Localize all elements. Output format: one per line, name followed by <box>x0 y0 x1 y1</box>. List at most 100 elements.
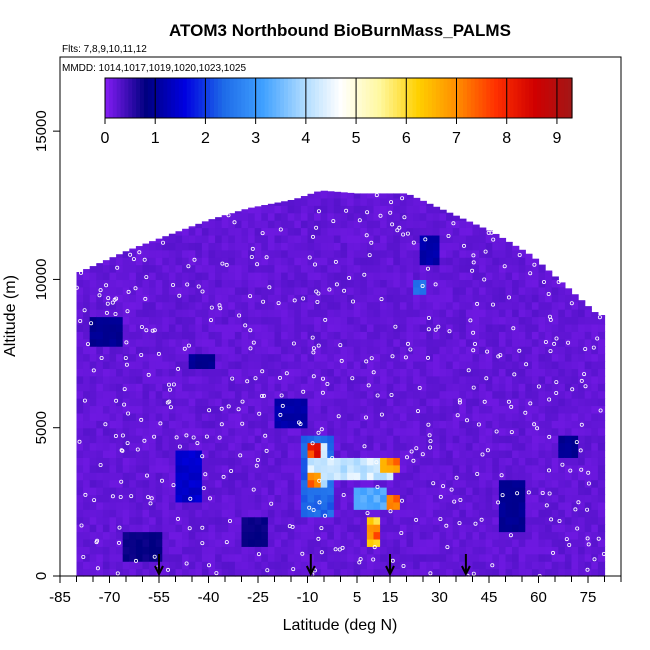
heatmap-cell <box>122 323 130 332</box>
heatmap-cell <box>188 360 196 369</box>
colorbar-segment <box>513 78 519 118</box>
x-tick-label: 5 <box>353 589 361 606</box>
heatmap-cell <box>584 568 592 577</box>
track-point <box>428 571 433 576</box>
heatmap-cell <box>287 383 295 392</box>
heatmap-cell <box>551 405 559 414</box>
heatmap-cell <box>201 449 210 458</box>
heatmap-cell <box>267 257 276 266</box>
heatmap-cell <box>413 368 421 377</box>
heatmap-cell <box>208 494 216 503</box>
heatmap-cell <box>327 472 335 481</box>
heatmap-cell <box>584 561 592 570</box>
flight-arrow-head <box>385 565 395 577</box>
heatmap-cell <box>188 353 196 362</box>
heatmap-cell <box>340 368 348 377</box>
heatmap-cell <box>261 331 269 340</box>
heatmap-cell <box>492 234 500 243</box>
heatmap-cell <box>492 412 500 421</box>
heatmap-cell <box>96 375 104 384</box>
heatmap-cell <box>531 331 540 340</box>
heatmap-cell <box>254 227 262 236</box>
heatmap-cell <box>76 390 84 399</box>
heatmap-cell <box>531 383 540 392</box>
heatmap-cell <box>116 464 124 473</box>
heatmap-cell <box>281 501 289 510</box>
heatmap-cell <box>261 472 269 481</box>
heatmap-cell <box>195 568 203 577</box>
heatmap-cell <box>195 353 203 362</box>
heatmap-cell <box>234 242 243 251</box>
heatmap-cell <box>386 501 394 510</box>
heatmap-cell <box>287 568 295 577</box>
track-point <box>191 435 196 440</box>
heatmap-cell <box>584 509 592 518</box>
heatmap-cell <box>241 405 249 414</box>
heatmap-cell <box>155 272 163 281</box>
colorbar-segment <box>182 78 188 118</box>
heatmap-cell <box>281 346 289 355</box>
heatmap-cell <box>446 316 454 325</box>
heatmap-cell <box>584 531 592 540</box>
track-point <box>457 400 462 405</box>
heatmap-cell <box>399 353 408 362</box>
heatmap-cell <box>399 205 408 214</box>
heatmap-cell <box>452 501 460 510</box>
heatmap-cell <box>571 546 579 555</box>
heatmap-cell <box>531 472 540 481</box>
heatmap-cell <box>89 301 97 310</box>
track-point <box>159 478 164 483</box>
track-point <box>482 277 487 282</box>
heatmap-cell <box>102 442 111 451</box>
heatmap-cell <box>564 338 573 347</box>
heatmap-cell <box>584 412 592 421</box>
heatmap-cell <box>538 538 546 547</box>
colorbar-segment <box>132 78 137 118</box>
heatmap-cell <box>175 272 183 281</box>
heatmap-cell <box>122 412 130 421</box>
heatmap-cell <box>300 383 309 392</box>
heatmap-cell <box>254 338 262 347</box>
heatmap-cell <box>512 294 520 303</box>
track-point <box>115 265 120 270</box>
heatmap-cell <box>234 360 243 369</box>
heatmap-cell <box>195 301 203 310</box>
heatmap-cell <box>505 442 513 451</box>
heatmap-cell <box>479 435 487 444</box>
heatmap-cell <box>96 383 104 392</box>
heatmap-cell <box>432 479 441 488</box>
heatmap-cell <box>208 464 216 473</box>
heatmap-cell <box>274 220 282 229</box>
heatmap-cell <box>215 272 223 281</box>
heatmap-cell <box>307 272 315 281</box>
heatmap-cell <box>360 301 368 310</box>
heatmap-cell <box>564 353 573 362</box>
heatmap-cell <box>168 553 177 562</box>
heatmap-cell <box>314 568 322 577</box>
heatmap-cell <box>591 435 599 444</box>
heatmap-cell <box>149 487 157 496</box>
track-point <box>509 404 514 409</box>
track-point <box>106 296 111 301</box>
heatmap-cell <box>380 420 388 429</box>
heatmap-cell <box>254 516 262 525</box>
heatmap-cell <box>545 375 553 384</box>
heatmap-cell <box>426 412 434 421</box>
heatmap-cell <box>446 323 454 332</box>
track-point <box>540 490 545 495</box>
heatmap-cell <box>353 353 361 362</box>
heatmap-cell <box>142 531 150 540</box>
heatmap-cell <box>188 479 196 488</box>
heatmap-cell <box>472 464 480 473</box>
heatmap-cell <box>155 360 163 369</box>
heatmap-cell <box>584 501 592 510</box>
heatmap-cell <box>498 375 507 384</box>
colorbar-segment <box>466 78 472 118</box>
heatmap-cell <box>380 405 388 414</box>
heatmap-cell <box>155 323 163 332</box>
heatmap-cell <box>320 286 328 295</box>
heatmap-cell <box>182 309 190 318</box>
colorbar-segment <box>245 78 250 118</box>
colorbar-segment <box>311 78 316 118</box>
heatmap-cell <box>254 316 262 325</box>
